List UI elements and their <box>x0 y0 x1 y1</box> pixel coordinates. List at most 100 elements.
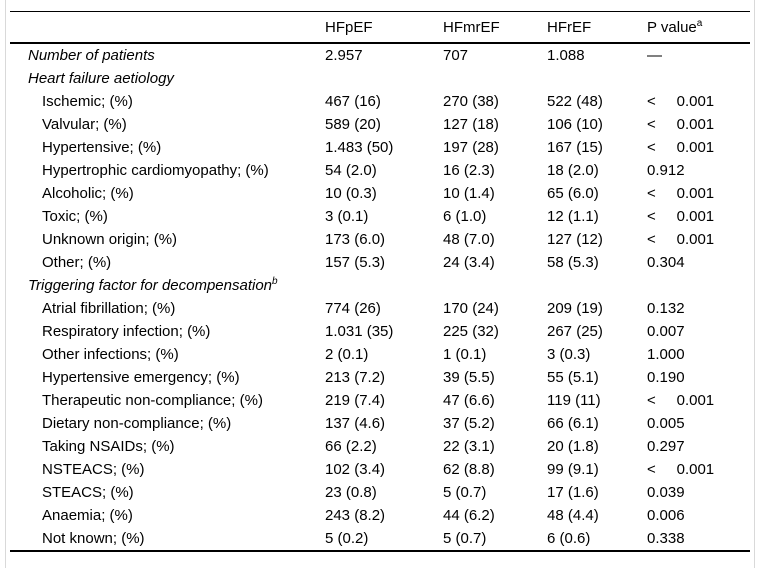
cell-hfref: 167 (15) <box>547 139 603 156</box>
cell-hfpef: 467 (16) <box>325 93 381 110</box>
cell-hfmref: 62 (8.8) <box>443 461 495 478</box>
cell-hfref: 20 (1.8) <box>547 438 599 455</box>
row-label: Hypertensive; (%) <box>42 139 162 156</box>
cell-hfpef: 5 (0.2) <box>325 530 369 547</box>
cell-hfmref: 5 (0.7) <box>443 530 487 547</box>
cell-pvalue: — <box>647 47 662 64</box>
cell-pvalue: < 0.001 <box>647 461 715 478</box>
cell-hfmref: 47 (6.6) <box>443 392 495 409</box>
table-row: Unknown origin; (%) 173 (6.0) 48 (7.0) 127 … <box>10 228 750 251</box>
row-label: Number of patients <box>28 47 155 64</box>
cell-hfref: 48 (4.4) <box>547 507 599 524</box>
row-label: STEACS; (%) <box>42 484 134 501</box>
section-header-row: Heart failure aetiology <box>10 67 750 90</box>
cell-hfmref: 10 (1.4) <box>443 185 495 202</box>
cell-hfmref: 270 (38) <box>443 93 499 110</box>
table-row: NSTEACS; (%) 102 (3.4) 62 (8.8) 99 (9.1) < 0… <box>10 458 750 481</box>
cell-hfpef: 219 (7.4) <box>325 392 386 409</box>
row-label: Other; (%) <box>42 254 112 271</box>
cell-hfpef: 2.957 <box>325 47 363 64</box>
cell-hfpef: 774 (26) <box>325 300 381 317</box>
cell-hfpef: 102 (3.4) <box>325 461 386 478</box>
cell-pvalue: 0.132 <box>647 300 685 317</box>
cell-pvalue: < 0.001 <box>647 116 715 133</box>
cell-hfmref: 24 (3.4) <box>443 254 495 271</box>
cell-hfpef: 589 (20) <box>325 116 381 133</box>
row-label: Alcoholic; (%) <box>42 185 134 202</box>
cell-hfref: 12 (1.1) <box>547 208 599 225</box>
cell-hfref: 17 (1.6) <box>547 484 599 501</box>
column-header-hfref: HFrEF <box>547 18 592 36</box>
table-row: Ischemic; (%) 467 (16) 270 (38) 522 (48) < 0… <box>10 90 750 113</box>
cell-hfpef: 10 (0.3) <box>325 185 377 202</box>
row-label: Therapeutic non-compliance; (%) <box>42 392 263 409</box>
table-row: Toxic; (%) 3 (0.1) 6 (1.0) 12 (1.1) < 0.001 <box>10 205 750 228</box>
cell-hfref: 522 (48) <box>547 93 603 110</box>
cell-pvalue <box>647 67 750 90</box>
cell-hfpef: 3 (0.1) <box>325 208 369 225</box>
cell-hfref: 66 (6.1) <box>547 415 599 432</box>
cell-pvalue: 1.000 <box>647 346 685 363</box>
row-label: Hypertrophic cardiomyopathy; (%) <box>42 162 269 179</box>
row-label: Triggering factor for decompensationb <box>28 276 278 295</box>
cell-hfmref: 5 (0.7) <box>443 484 487 501</box>
table-row: Number of patients 2.957 707 1.088 — <box>10 44 750 67</box>
table-row: Anaemia; (%) 243 (8.2) 44 (6.2) 48 (4.4) 0.0… <box>10 504 750 527</box>
cell-hfref: 99 (9.1) <box>547 461 599 478</box>
row-label: Not known; (%) <box>42 530 145 547</box>
cell-pvalue: 0.007 <box>647 323 685 340</box>
cell-hfmref: 1 (0.1) <box>443 346 487 363</box>
cell-hfmref: 22 (3.1) <box>443 438 495 455</box>
cell-pvalue <box>647 274 750 297</box>
hf-characteristics-table: HFpEF HFmrEF HFrEF P valuea Number of pa… <box>10 11 750 552</box>
row-label: Anaemia; (%) <box>42 507 133 524</box>
row-label: Ischemic; (%) <box>42 93 133 110</box>
row-label: Respiratory infection; (%) <box>42 323 211 340</box>
table-row: Respiratory infection; (%) 1.031 (35) 225 … <box>10 320 750 343</box>
cell-hfpef: 54 (2.0) <box>325 162 377 179</box>
table-row: Dietary non-compliance; (%) 137 (4.6) 37 (… <box>10 412 750 435</box>
table-row: Hypertensive; (%) 1.483 (50) 197 (28) 167 (… <box>10 136 750 159</box>
cell-pvalue: 0.190 <box>647 369 685 386</box>
cell-hfref: 209 (19) <box>547 300 603 317</box>
cell-hfref: 3 (0.3) <box>547 346 591 363</box>
footnote-marker-b: b <box>272 276 278 287</box>
cell-hfmref: 39 (5.5) <box>443 369 495 386</box>
cell-hfmref: 170 (24) <box>443 300 499 317</box>
cell-hfpef: 1.483 (50) <box>325 139 394 156</box>
cell-hfpef <box>325 67 443 90</box>
cell-hfref: 106 (10) <box>547 116 603 133</box>
table-header-row: HFpEF HFmrEF HFrEF P valuea <box>10 12 750 44</box>
cell-hfmref: 16 (2.3) <box>443 162 495 179</box>
table-row: Atrial fibrillation; (%) 774 (26) 170 (24)… <box>10 297 750 320</box>
cell-hfmref: 127 (18) <box>443 116 499 133</box>
row-label: Valvular; (%) <box>42 116 127 133</box>
column-header-pvalue: P valuea <box>647 18 750 36</box>
table-row: Other infections; (%) 2 (0.1) 1 (0.1) 3 (0.… <box>10 343 750 366</box>
section-header-row: Triggering factor for decompensationb <box>10 274 750 297</box>
cell-pvalue: 0.039 <box>647 484 685 501</box>
cell-hfpef: 243 (8.2) <box>325 507 386 524</box>
cell-hfpef <box>325 274 443 297</box>
cell-hfmref: 6 (1.0) <box>443 208 487 225</box>
cell-hfref <box>547 67 647 90</box>
table-row: STEACS; (%) 23 (0.8) 5 (0.7) 17 (1.6) 0.039 <box>10 481 750 504</box>
cell-pvalue: < 0.001 <box>647 392 715 409</box>
row-label: Hypertensive emergency; (%) <box>42 369 240 386</box>
cell-hfpef: 157 (5.3) <box>325 254 386 271</box>
cell-hfref: 58 (5.3) <box>547 254 599 271</box>
cell-hfmref <box>443 274 547 297</box>
cell-hfpef: 1.031 (35) <box>325 323 394 340</box>
table-row: Hypertensive emergency; (%) 213 (7.2) 39 (… <box>10 366 750 389</box>
cell-hfmref: 225 (32) <box>443 323 499 340</box>
page-border-left <box>5 0 6 568</box>
row-label: Unknown origin; (%) <box>42 231 178 248</box>
cell-hfref: 6 (0.6) <box>547 530 591 547</box>
cell-pvalue: 0.912 <box>647 162 685 179</box>
cell-pvalue: 0.338 <box>647 530 685 547</box>
page-border-right <box>754 0 755 568</box>
cell-hfref: 65 (6.0) <box>547 185 599 202</box>
row-label: Other infections; (%) <box>42 346 179 363</box>
cell-hfpef: 66 (2.2) <box>325 438 377 455</box>
cell-hfref <box>547 274 647 297</box>
